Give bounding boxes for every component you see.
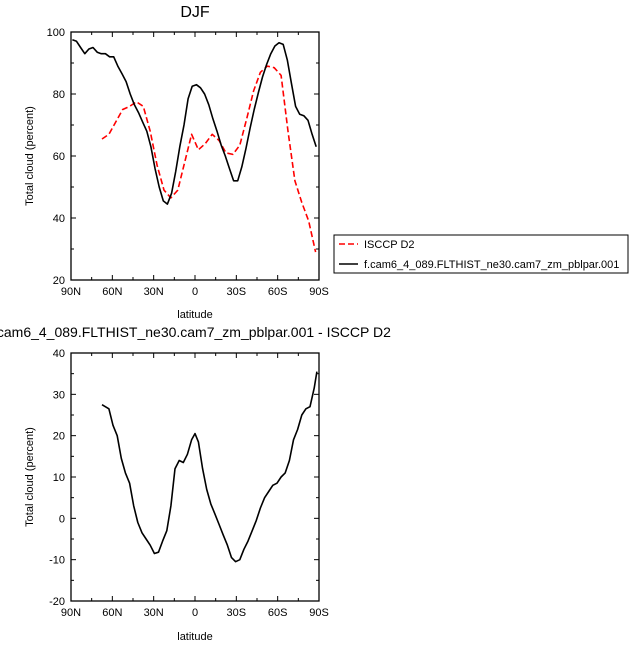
chart-top-ylabel: Total cloud (percent) xyxy=(24,106,36,206)
x-tick-label: 90S xyxy=(309,607,329,619)
chart-top-ticks: 90N 60N 30N 0 30S 60S 90S 20 40 60 80 100 xyxy=(47,27,329,298)
y-tick-label: 80 xyxy=(53,89,65,101)
y-tick-label: 100 xyxy=(47,27,65,39)
chart-bottom-title: f.cam6_4_089.FLTHIST_ne30.cam7_zm_pblpar… xyxy=(0,324,391,340)
legend-label-model: f.cam6_4_089.FLTHIST_ne30.cam7_zm_pblpar… xyxy=(364,259,619,271)
y-tick-label: 0 xyxy=(59,513,65,525)
x-tick-label: 90N xyxy=(61,286,81,298)
x-tick-label: 30N xyxy=(144,607,164,619)
x-tick-label: 60N xyxy=(102,286,122,298)
x-tick-label: 30S xyxy=(227,286,247,298)
y-tick-label: 10 xyxy=(53,472,65,484)
legend-label-isccp: ISCCP D2 xyxy=(364,239,415,251)
y-tick-label: 40 xyxy=(53,213,65,225)
y-tick-label: 40 xyxy=(53,348,65,360)
legend-box xyxy=(333,234,629,274)
y-tick-label: 30 xyxy=(53,389,65,401)
x-tick-label: 90N xyxy=(61,607,81,619)
series-line-0 xyxy=(101,371,318,563)
x-tick-label: 60S xyxy=(268,607,288,619)
x-tick-label: 60S xyxy=(268,286,288,298)
y-tick-label: -10 xyxy=(49,555,65,567)
x-tick-label: 0 xyxy=(192,607,198,619)
chart-top: DJF Total cloud (percent) latitude 90N 60… xyxy=(24,4,329,321)
x-tick-label: 30S xyxy=(227,607,247,619)
chart-top-frame xyxy=(70,31,320,281)
y-tick-label: -20 xyxy=(49,596,65,608)
chart-bottom-ticks: 90N 60N 30N 0 30S 60S 90S -20 -10 0 10 20 30 40 xyxy=(49,348,329,619)
y-tick-label: 20 xyxy=(53,275,65,287)
chart-bottom-frame xyxy=(70,352,320,602)
chart-bottom: f.cam6_4_089.FLTHIST_ne30.cam7_zm_pblpar… xyxy=(0,324,391,643)
legend: ISCCP D2 f.cam6_4_089.FLTHIST_ne30.cam7_… xyxy=(333,234,629,274)
series-line-0 xyxy=(101,65,317,253)
chart-bottom-xlabel: latitude xyxy=(177,631,212,643)
series-line-1 xyxy=(72,39,317,205)
x-tick-label: 30N xyxy=(144,286,164,298)
y-tick-label: 60 xyxy=(53,151,65,163)
chart-bottom-lines xyxy=(101,371,318,563)
chart-top-lines xyxy=(72,39,317,253)
chart-top-title: DJF xyxy=(180,4,210,21)
chart-bottom-ylabel: Total cloud (percent) xyxy=(24,427,36,527)
x-tick-label: 60N xyxy=(102,607,122,619)
y-tick-label: 20 xyxy=(53,431,65,443)
chart-top-xlabel: latitude xyxy=(177,309,212,321)
x-tick-label: 0 xyxy=(192,286,198,298)
x-tick-label: 90S xyxy=(309,286,329,298)
